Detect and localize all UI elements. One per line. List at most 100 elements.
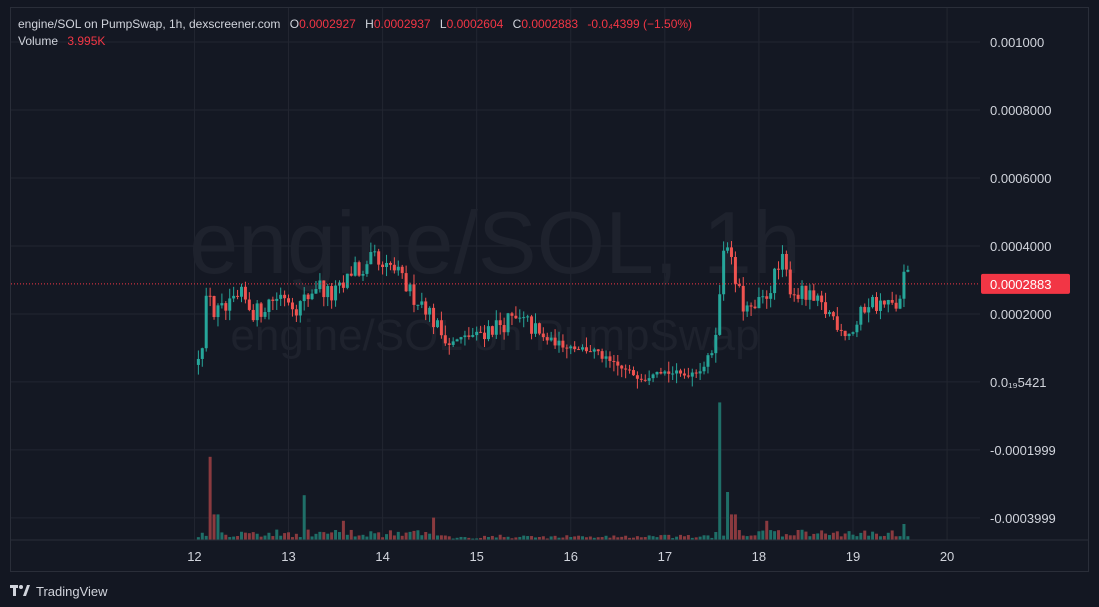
- candle-body: [255, 303, 259, 321]
- volume-bar: [855, 536, 859, 540]
- candle-body: [271, 299, 275, 301]
- last-price-badge: [981, 273, 1070, 294]
- volume-bar: [647, 535, 651, 540]
- chart-legend: engine/SOL on PumpSwap, 1h, dexscreener.…: [18, 16, 692, 50]
- candle-body: [545, 337, 549, 341]
- candle-body: [573, 346, 577, 350]
- volume-bar: [698, 536, 702, 540]
- candle-body: [878, 300, 882, 311]
- price-tick-label: 0.0006000: [990, 171, 1051, 186]
- volume-bar: [463, 537, 467, 540]
- price-tick-label: 0.0002000: [990, 307, 1051, 322]
- candle-body: [706, 355, 710, 367]
- candle-body: [447, 343, 451, 345]
- legend-symbol[interactable]: engine/SOL on PumpSwap, 1h, dexscreener.…: [18, 17, 281, 31]
- candle-body: [396, 266, 400, 271]
- candle-body: [475, 331, 479, 336]
- volume-bar: [871, 531, 875, 540]
- footer-branding[interactable]: TradingView: [10, 580, 108, 602]
- volume-bar: [251, 532, 255, 540]
- candle-body: [502, 325, 506, 333]
- volume-bar: [471, 538, 475, 540]
- volume-bar: [726, 492, 730, 540]
- volume-bar: [318, 531, 322, 540]
- volume-bar: [753, 535, 757, 540]
- candle-body: [780, 253, 784, 270]
- time-tick-label: 19: [846, 549, 860, 564]
- volume-bar: [890, 530, 894, 540]
- candle-body: [522, 317, 526, 319]
- volume-bar: [279, 535, 283, 540]
- volume-bar: [196, 537, 200, 540]
- volume-bar: [334, 529, 338, 540]
- candle-body: [651, 374, 655, 379]
- candle-body: [565, 347, 569, 349]
- candle-body: [620, 365, 624, 369]
- candle-body: [847, 333, 851, 337]
- candle-body: [326, 286, 330, 298]
- candle-body: [314, 289, 318, 294]
- candle-body: [835, 316, 839, 330]
- volume-bar: [439, 535, 443, 540]
- candle-body: [596, 349, 600, 352]
- volume-bar: [475, 538, 479, 540]
- volume-bar: [310, 536, 314, 540]
- candle-body: [533, 323, 537, 334]
- volume-bar: [737, 530, 741, 540]
- candle-body: [334, 285, 338, 301]
- volume-bar: [294, 533, 298, 540]
- candle-body: [459, 337, 463, 340]
- tradingview-logo-icon: [10, 585, 30, 596]
- volume-bar: [679, 534, 683, 540]
- candle-body: [608, 356, 612, 362]
- candles: [196, 241, 910, 389]
- candle-body: [686, 375, 690, 377]
- volume-bar: [345, 534, 349, 540]
- last-price-marker: 0.0002883: [11, 273, 1070, 294]
- candle-body: [494, 320, 498, 335]
- candle-body: [863, 306, 867, 313]
- candle-body: [628, 369, 632, 371]
- volume-bar: [773, 531, 777, 540]
- candle-body: [831, 312, 835, 317]
- candle-body: [588, 351, 592, 353]
- volume-bar: [800, 529, 804, 540]
- volume-bar: [326, 533, 330, 540]
- volume-bar: [902, 524, 906, 540]
- candle-body: [722, 250, 726, 295]
- candle-body: [263, 312, 267, 317]
- candle-body: [526, 316, 530, 318]
- legend-volume-label[interactable]: Volume: [18, 34, 59, 48]
- volume-bar: [236, 536, 240, 540]
- volume-bar: [682, 536, 686, 540]
- volume-bar: [322, 532, 326, 540]
- volume-bar: [690, 537, 694, 540]
- volume-bar: [694, 537, 698, 540]
- volume-bar: [381, 537, 385, 540]
- candle-body: [714, 334, 718, 354]
- candle-body: [679, 370, 683, 374]
- volume-bar: [667, 534, 671, 540]
- candle-body: [604, 356, 608, 359]
- volume-bar: [353, 536, 357, 540]
- candle-body: [208, 295, 212, 297]
- candle-body: [867, 307, 871, 313]
- candle-body: [204, 295, 208, 349]
- candle-body: [353, 262, 357, 276]
- chart-area[interactable]: [10, 7, 1089, 572]
- volume-bar: [722, 535, 726, 540]
- candle-body: [561, 340, 565, 348]
- candle-body: [569, 346, 573, 349]
- watermark-title: engine/SOL, 1h: [189, 193, 801, 292]
- volume-bar: [675, 536, 679, 540]
- candle-body: [671, 373, 675, 375]
- volume-bar: [483, 535, 487, 540]
- candle-body: [816, 295, 820, 301]
- volume-bar: [533, 537, 537, 540]
- volume-bar: [490, 535, 494, 540]
- candle-body: [745, 305, 749, 312]
- volume-bar: [604, 535, 608, 540]
- candle-body: [549, 337, 553, 341]
- volume-bar: [561, 537, 565, 540]
